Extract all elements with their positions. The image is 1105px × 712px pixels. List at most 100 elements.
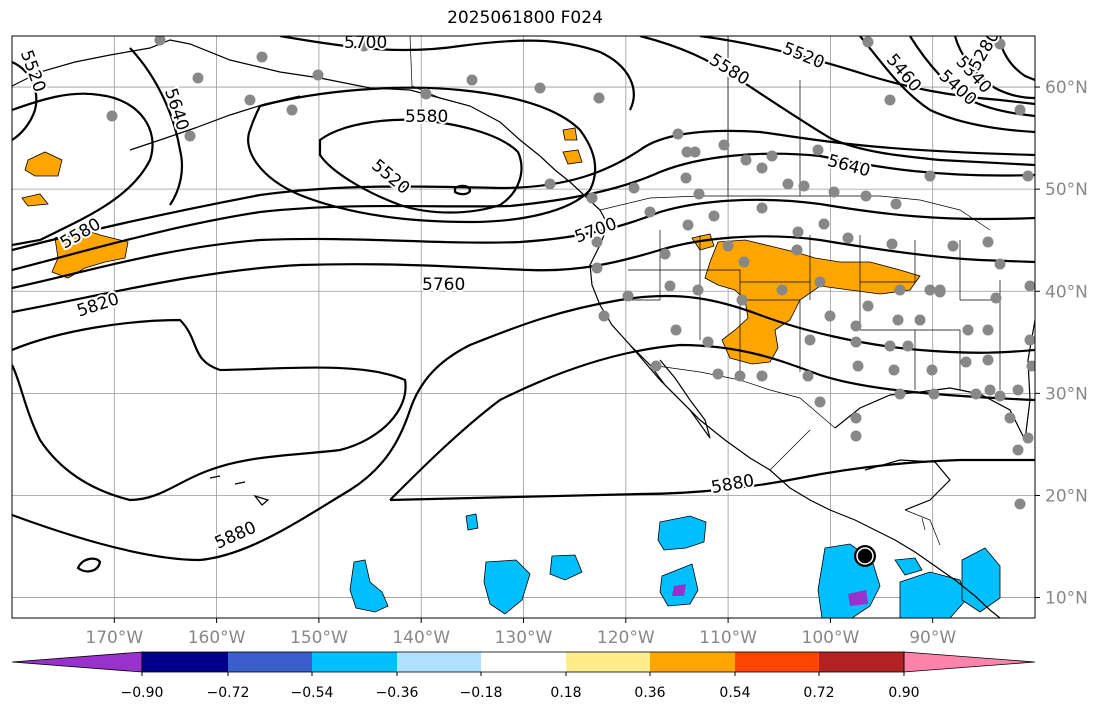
contour-label: 5700 bbox=[344, 33, 387, 53]
colorbar-extend-max bbox=[903, 651, 1036, 673]
station-dot bbox=[994, 390, 1006, 402]
station-dot bbox=[1026, 360, 1035, 372]
blue-area-4 bbox=[349, 559, 389, 613]
colorbar-bin bbox=[735, 652, 819, 672]
station-dot bbox=[890, 198, 902, 210]
storm-marker bbox=[854, 545, 876, 567]
station-dot bbox=[722, 240, 734, 252]
station-dot bbox=[1024, 334, 1035, 346]
shaded-regions bbox=[21, 127, 1001, 618]
orange-area-pacific-2 bbox=[24, 151, 63, 177]
station-dot bbox=[814, 396, 826, 408]
yucatan-coast bbox=[864, 459, 951, 511]
colorbar-bin bbox=[819, 652, 904, 672]
lon-tick-label: 100°W bbox=[802, 628, 860, 648]
station-dot bbox=[712, 368, 724, 380]
colorbar-tick-label: −0.36 bbox=[376, 685, 419, 701]
station-dot bbox=[902, 340, 914, 352]
colorbar-extend-min bbox=[11, 651, 143, 673]
axis-ticks: 170°W 160°W 150°W 140°W 130°W 120°W 110°W 100°W… bbox=[85, 78, 1087, 648]
colorbar-tick-label: −0.54 bbox=[291, 685, 334, 701]
station-dot bbox=[591, 236, 603, 248]
blue-area-7 bbox=[961, 547, 1001, 613]
station-dot bbox=[1022, 432, 1034, 444]
contour-5880-lower bbox=[389, 343, 1035, 501]
colorbar-tick-label: 0.54 bbox=[719, 685, 750, 701]
station-dot bbox=[818, 218, 830, 230]
station-dot bbox=[1012, 444, 1024, 456]
central-america-borders bbox=[904, 509, 941, 546]
station-dot bbox=[798, 180, 810, 192]
station-dot bbox=[888, 364, 900, 376]
north-america-west-coast bbox=[584, 195, 1001, 618]
station-dot bbox=[960, 356, 972, 368]
contour-5880-south bbox=[12, 294, 1035, 562]
station-dot bbox=[708, 210, 720, 222]
colorbar-tick-label: −0.90 bbox=[121, 685, 164, 701]
station-dot bbox=[734, 370, 746, 382]
lon-tick-label: 110°W bbox=[699, 628, 757, 648]
station-markers bbox=[106, 36, 1035, 510]
station-dot bbox=[970, 388, 982, 400]
contour-5520-nw bbox=[12, 60, 38, 141]
colorbar-bin bbox=[312, 652, 397, 672]
station-dot bbox=[886, 238, 898, 250]
station-dot bbox=[593, 92, 605, 104]
station-dot bbox=[650, 360, 662, 372]
station-dot bbox=[924, 284, 936, 296]
station-dot bbox=[1004, 412, 1016, 424]
station-dot bbox=[681, 146, 693, 158]
colorbar-tick-label: −0.72 bbox=[207, 685, 250, 701]
station-dot bbox=[926, 364, 938, 376]
station-dot bbox=[670, 324, 682, 336]
lon-tick-label: 90°W bbox=[909, 628, 956, 648]
station-dot bbox=[850, 336, 862, 348]
station-dot bbox=[924, 170, 936, 182]
colorbar-tick-label: 0.72 bbox=[803, 685, 834, 701]
lon-tick-label: 130°W bbox=[495, 628, 553, 648]
station-dot bbox=[659, 248, 671, 260]
contour-5640-mid bbox=[129, 47, 184, 206]
station-dot bbox=[802, 370, 814, 382]
station-dot bbox=[598, 310, 610, 322]
station-dot bbox=[850, 412, 862, 424]
station-dot bbox=[892, 314, 904, 326]
station-dot bbox=[736, 294, 748, 306]
contour-5880-bottom bbox=[389, 458, 1035, 502]
station-dot bbox=[1024, 280, 1035, 292]
contour-5400 bbox=[909, 36, 1035, 118]
station-dot bbox=[466, 74, 478, 86]
station-dot bbox=[622, 290, 634, 302]
station-dot bbox=[738, 256, 750, 268]
contour-5880-sw-loop bbox=[76, 557, 102, 573]
lat-tick-label: 10°N bbox=[1045, 589, 1088, 609]
lon-tick-label: 170°W bbox=[85, 628, 143, 648]
orange-area-great-basin bbox=[691, 233, 715, 251]
height-contours bbox=[12, 36, 1035, 573]
station-dot bbox=[982, 324, 994, 336]
contour-5640 bbox=[12, 129, 1035, 252]
station-dot bbox=[756, 370, 768, 382]
station-dot bbox=[804, 334, 816, 346]
station-dot bbox=[544, 178, 556, 190]
lat-tick-label: 50°N bbox=[1045, 180, 1088, 200]
orange-area-bc-coast-1 bbox=[562, 127, 578, 141]
station-dot bbox=[962, 324, 974, 336]
colorbar: −0.90 −0.72 −0.54 −0.36 −0.18 0.18 0.36 0.54 0.7… bbox=[11, 651, 1036, 701]
station-dot bbox=[702, 336, 714, 348]
station-dot bbox=[1014, 104, 1026, 116]
station-dot bbox=[994, 38, 1006, 50]
contour-label: 5580 bbox=[405, 107, 448, 127]
blue-area-1 bbox=[657, 515, 707, 551]
station-dot bbox=[286, 104, 298, 116]
station-dot bbox=[591, 262, 603, 274]
station-dot bbox=[862, 300, 874, 312]
colorbar-frame bbox=[141, 651, 905, 673]
blue-area-9 bbox=[465, 513, 479, 531]
us-canada-border bbox=[599, 195, 991, 231]
station-dot bbox=[1014, 498, 1026, 510]
colorbar-bin bbox=[566, 652, 650, 672]
blue-area-2 bbox=[483, 559, 531, 615]
contour-5820 bbox=[12, 235, 1035, 314]
